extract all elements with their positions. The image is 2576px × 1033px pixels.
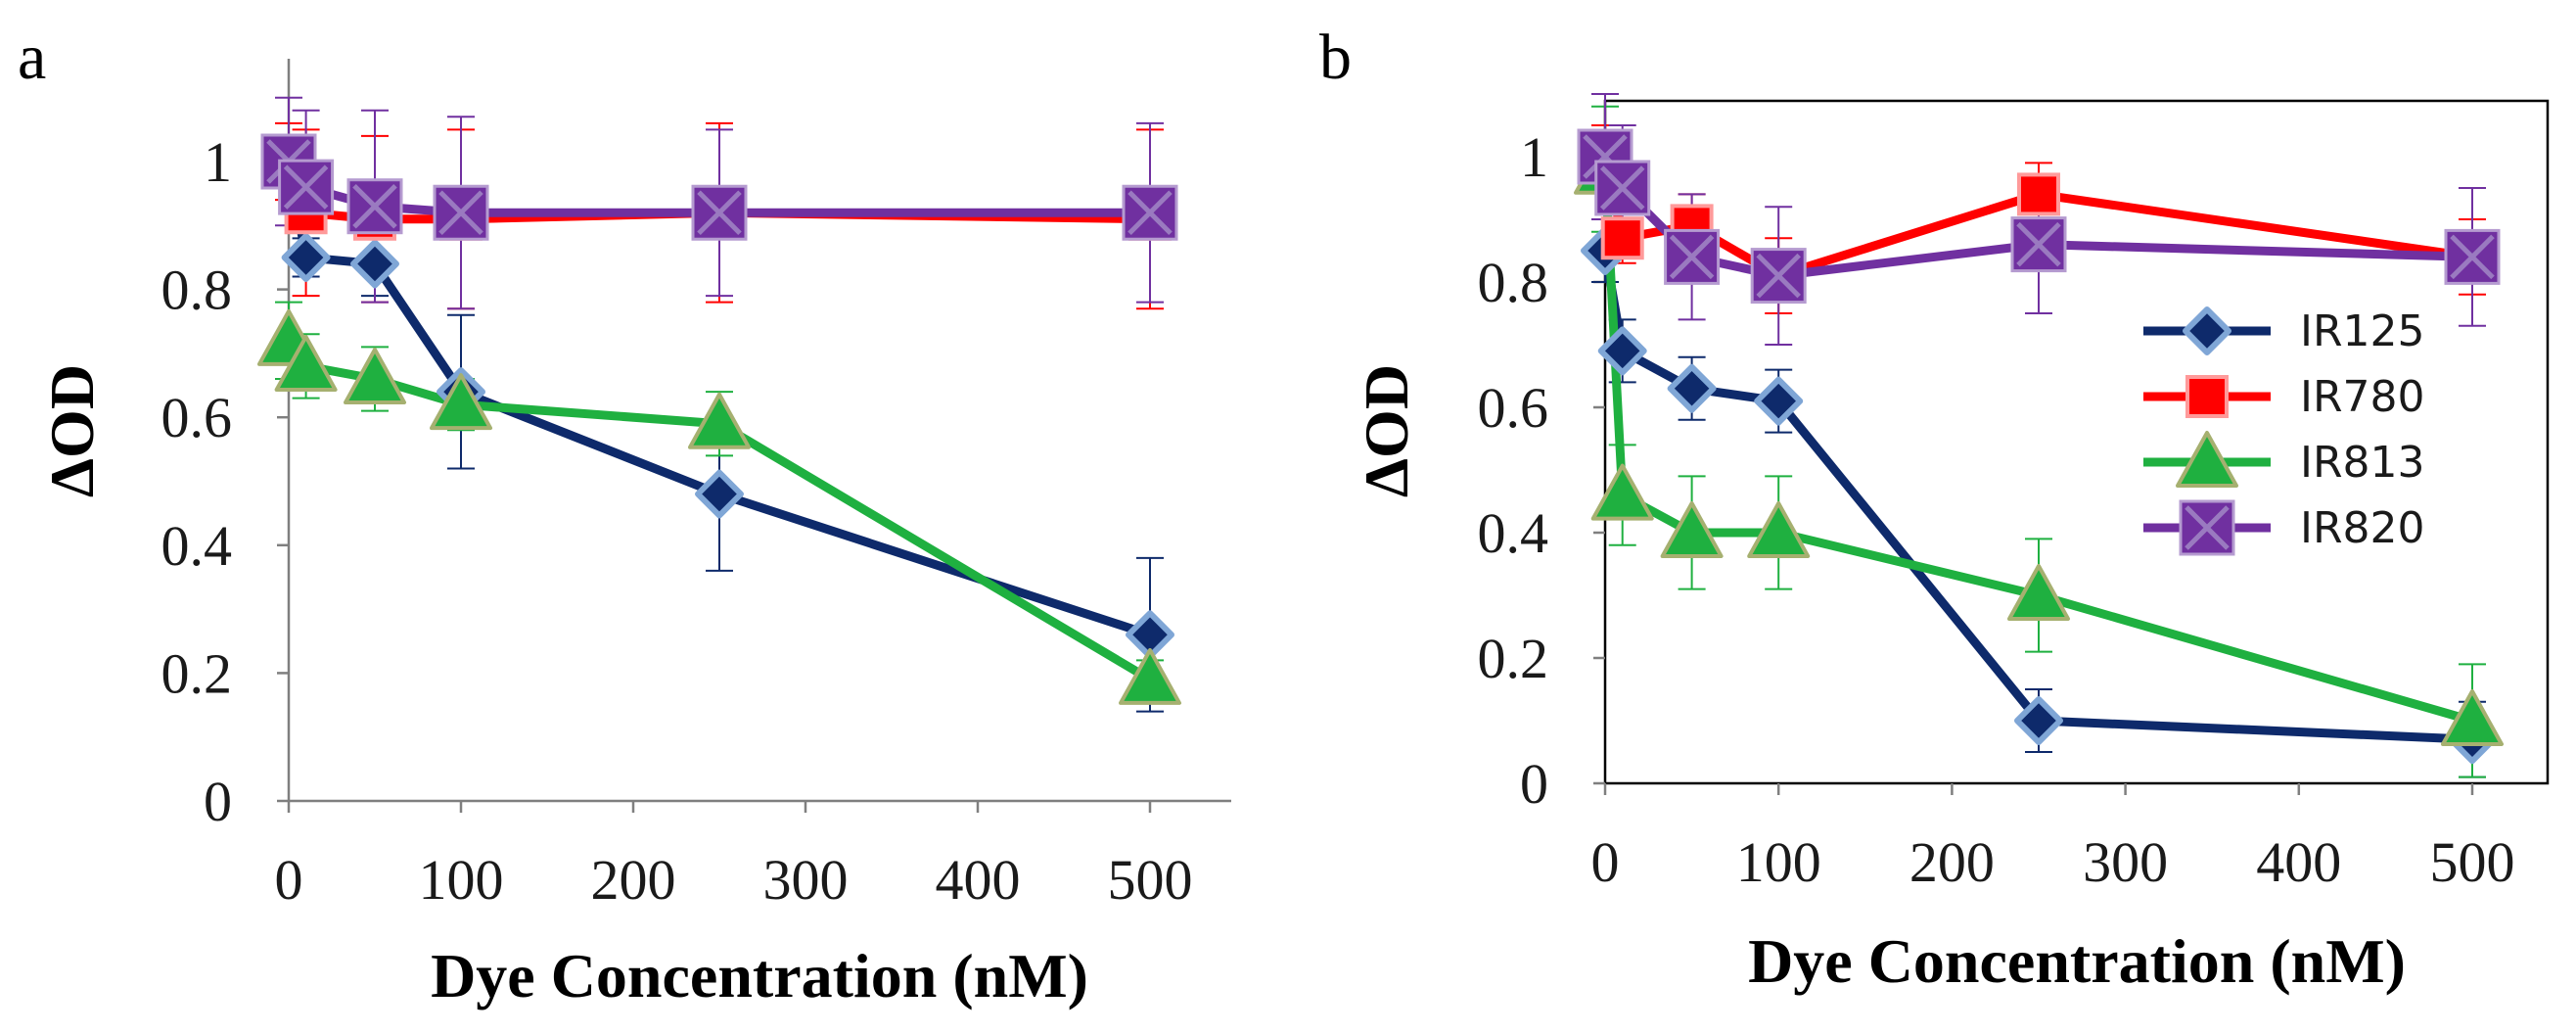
x-tick-label: 400 (2256, 830, 2341, 894)
y-tick-label: 0.4 (1478, 501, 1549, 565)
data-point-marker (688, 392, 751, 449)
data-point-marker (2007, 564, 2070, 621)
x-tick-label: 500 (2430, 830, 2515, 894)
panel-letter: b (1319, 22, 1352, 93)
y-tick-label: 0.6 (1478, 376, 1549, 440)
y-tick-label: 0 (204, 770, 232, 833)
x-tick-label: 200 (591, 848, 676, 912)
data-point-marker (1754, 376, 1804, 426)
data-point-marker (430, 373, 492, 431)
y-tick-label: 0.4 (161, 514, 233, 578)
x-tick-label: 100 (1736, 830, 1821, 894)
x-tick-label: 500 (1108, 848, 1193, 912)
series-ir820-markers (1577, 128, 2501, 305)
legend: IR125 IR780 IR813 IR820 (2143, 306, 2425, 556)
y-tick-label: 0 (1520, 752, 1548, 816)
panel-letter: a (18, 22, 46, 93)
data-point-marker (1600, 216, 1644, 260)
legend-marker-cross (2185, 505, 2230, 550)
x-tick-label: 0 (275, 848, 303, 912)
series-ir125-markers (1581, 226, 2497, 765)
legend-marker (2183, 306, 2231, 355)
series-ir820-markers (260, 133, 1178, 241)
y-axis-title: ΔOD (1352, 364, 1421, 497)
data-point-marker (1747, 501, 1811, 558)
data-point-marker-cross (438, 190, 483, 236)
data-point-marker (1590, 463, 1654, 521)
legend-marker (2185, 375, 2229, 418)
data-point-marker (2014, 696, 2063, 745)
data-point-marker-cross (2016, 221, 2061, 267)
data-point-marker-cross (283, 164, 329, 210)
data-point-marker-cross (2450, 234, 2495, 280)
data-point-marker (2441, 689, 2504, 746)
data-point-marker-cross (1599, 165, 1645, 211)
series-ir813-line (1600, 168, 2474, 726)
y-tick-label: 0.6 (161, 386, 233, 449)
data-point-marker-cross (1127, 190, 1173, 236)
x-tick-label: 300 (2083, 830, 2168, 894)
series-ir813-markers (257, 308, 1181, 705)
x-tick-label: 300 (763, 848, 849, 912)
data-point-marker-cross (1756, 253, 1801, 299)
y-tick-label: 0.8 (161, 258, 233, 322)
legend-label: IR780 (2300, 372, 2425, 422)
data-point-marker (2017, 172, 2060, 216)
data-point-marker (1119, 647, 1181, 705)
legend-label: IR820 (2300, 503, 2425, 553)
panel-a: a 0 0.2 0.4 0.6 0.8 1 0 100 200 300 400 500 Dye Conce… (18, 22, 1231, 1010)
panel-b: b 0 0.2 0.4 0.6 0.8 1 0 100 200 300 400 500 Dye Conce… (1319, 22, 2550, 996)
y-axis-title: ΔOD (37, 364, 107, 497)
data-point-marker (695, 469, 744, 519)
legend-label: IR125 (2300, 306, 2425, 356)
x-axis-title: Dye Concentration (nM) (431, 941, 1088, 1010)
y-tick-label: 0.8 (1478, 251, 1549, 314)
y-tick-label: 1 (204, 130, 232, 194)
plot-area-border (1603, 99, 2550, 785)
data-point-marker-cross (1669, 234, 1715, 280)
y-tick-label: 0.2 (1478, 627, 1549, 690)
data-point-marker (350, 239, 399, 289)
x-tick-label: 0 (1591, 830, 1620, 894)
x-tick-label: 100 (419, 848, 504, 912)
y-tick-label: 1 (1520, 125, 1548, 189)
y-tick-label: 0.2 (161, 641, 233, 705)
x-tick-label: 200 (1909, 830, 1995, 894)
x-axis-title: Dye Concentration (nM) (1748, 926, 2406, 996)
data-point-marker-cross (352, 183, 397, 229)
data-point-marker (1597, 326, 1647, 376)
x-tick-label: 400 (936, 848, 1021, 912)
data-point-marker (1667, 363, 1717, 413)
data-point-marker (1660, 501, 1724, 558)
legend-label: IR813 (2300, 438, 2425, 488)
data-point-marker (281, 232, 331, 282)
data-point-marker-cross (697, 190, 742, 236)
data-point-marker (274, 334, 338, 392)
legend-marker (2176, 431, 2238, 488)
data-point-marker (344, 348, 406, 405)
